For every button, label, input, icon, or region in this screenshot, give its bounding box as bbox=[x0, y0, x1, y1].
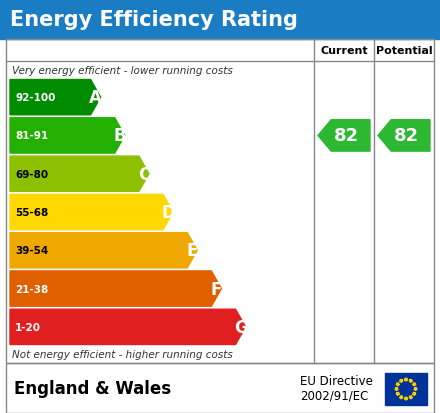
Text: 2002/91/EC: 2002/91/EC bbox=[300, 389, 368, 401]
Text: 21-38: 21-38 bbox=[15, 284, 48, 294]
Text: F: F bbox=[211, 280, 222, 298]
Text: England & Wales: England & Wales bbox=[14, 379, 171, 397]
Polygon shape bbox=[10, 157, 149, 192]
Polygon shape bbox=[400, 396, 403, 399]
Polygon shape bbox=[404, 378, 408, 381]
Text: C: C bbox=[138, 165, 150, 183]
Polygon shape bbox=[318, 121, 370, 152]
Polygon shape bbox=[396, 383, 400, 386]
Polygon shape bbox=[10, 119, 125, 154]
Text: Very energy efficient - lower running costs: Very energy efficient - lower running co… bbox=[12, 65, 233, 75]
Polygon shape bbox=[400, 380, 403, 383]
Text: B: B bbox=[114, 127, 126, 145]
Polygon shape bbox=[10, 309, 246, 345]
Text: Current: Current bbox=[320, 46, 368, 56]
Polygon shape bbox=[10, 271, 221, 306]
Polygon shape bbox=[10, 80, 101, 116]
Polygon shape bbox=[409, 396, 412, 399]
Text: E: E bbox=[187, 242, 198, 260]
Polygon shape bbox=[10, 233, 197, 268]
Polygon shape bbox=[395, 388, 398, 391]
Text: Energy Efficiency Rating: Energy Efficiency Rating bbox=[10, 10, 298, 30]
Polygon shape bbox=[409, 380, 412, 383]
Text: EU Directive: EU Directive bbox=[300, 375, 373, 387]
Polygon shape bbox=[396, 392, 400, 396]
Polygon shape bbox=[404, 397, 408, 400]
Text: A: A bbox=[89, 89, 102, 107]
Bar bbox=[385, 373, 427, 405]
Text: 55-68: 55-68 bbox=[15, 207, 48, 218]
Text: 92-100: 92-100 bbox=[15, 93, 55, 103]
Bar bbox=[0, 0, 440, 40]
Text: G: G bbox=[234, 318, 247, 336]
Bar bbox=[6, 40, 434, 363]
Text: Not energy efficient - higher running costs: Not energy efficient - higher running co… bbox=[12, 350, 233, 360]
Polygon shape bbox=[10, 195, 173, 230]
Bar bbox=[6, 363, 434, 413]
Polygon shape bbox=[378, 121, 430, 152]
Text: 39-54: 39-54 bbox=[15, 246, 48, 256]
Text: 82: 82 bbox=[393, 127, 418, 145]
Polygon shape bbox=[414, 388, 417, 391]
Text: 69-80: 69-80 bbox=[15, 169, 48, 179]
Polygon shape bbox=[413, 392, 416, 396]
Text: 81-91: 81-91 bbox=[15, 131, 48, 141]
Text: Potential: Potential bbox=[376, 46, 433, 56]
Polygon shape bbox=[413, 383, 416, 386]
Text: 82: 82 bbox=[334, 127, 359, 145]
Text: D: D bbox=[161, 204, 175, 221]
Text: 1-20: 1-20 bbox=[15, 322, 41, 332]
